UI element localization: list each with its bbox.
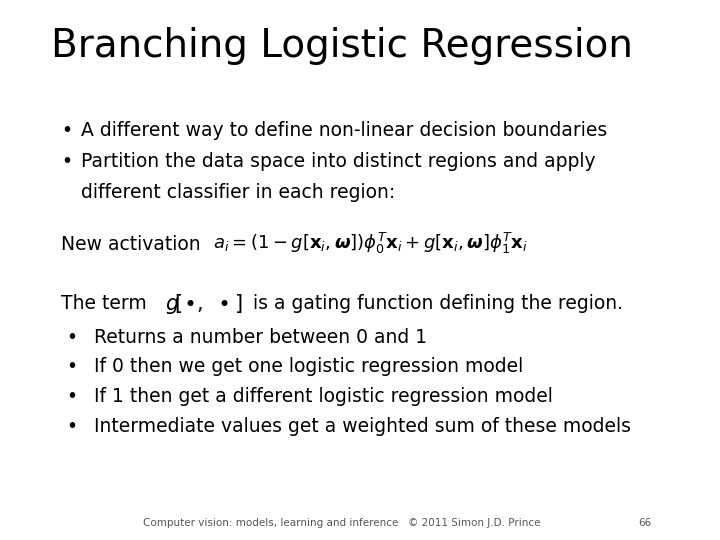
Text: different classifier in each region:: different classifier in each region: [81, 183, 395, 201]
Text: Computer vision: models, learning and inference   © 2011 Simon J.D. Prince: Computer vision: models, learning and in… [143, 518, 540, 528]
Text: •: • [66, 417, 77, 436]
Text: •: • [66, 328, 77, 347]
Text: Partition the data space into distinct regions and apply: Partition the data space into distinct r… [81, 152, 595, 171]
Text: •: • [61, 152, 73, 171]
Text: •: • [66, 357, 77, 376]
Text: Returns a number between 0 and 1: Returns a number between 0 and 1 [94, 328, 428, 347]
Text: A different way to define non-linear decision boundaries: A different way to define non-linear dec… [81, 122, 608, 140]
Text: Intermediate values get a weighted sum of these models: Intermediate values get a weighted sum o… [94, 417, 631, 436]
Text: $g\!\left[\bullet,\ \bullet\right]$: $g\!\left[\bullet,\ \bullet\right]$ [165, 292, 243, 316]
Text: $a_i = (1 - g[\mathbf{x}_i, \boldsymbol{\omega}])\phi_0^T \mathbf{x}_i + g[\math: $a_i = (1 - g[\mathbf{x}_i, \boldsymbol{… [213, 231, 528, 256]
Text: New activation: New activation [61, 235, 201, 254]
Text: Branching Logistic Regression: Branching Logistic Regression [50, 27, 633, 65]
Text: is a gating function defining the region.: is a gating function defining the region… [253, 294, 623, 313]
Text: 66: 66 [638, 518, 652, 528]
Text: If 1 then get a different logistic regression model: If 1 then get a different logistic regre… [94, 387, 553, 406]
Text: •: • [66, 387, 77, 406]
Text: •: • [61, 122, 73, 140]
Text: If 0 then we get one logistic regression model: If 0 then we get one logistic regression… [94, 357, 523, 376]
Text: The term: The term [61, 294, 147, 313]
